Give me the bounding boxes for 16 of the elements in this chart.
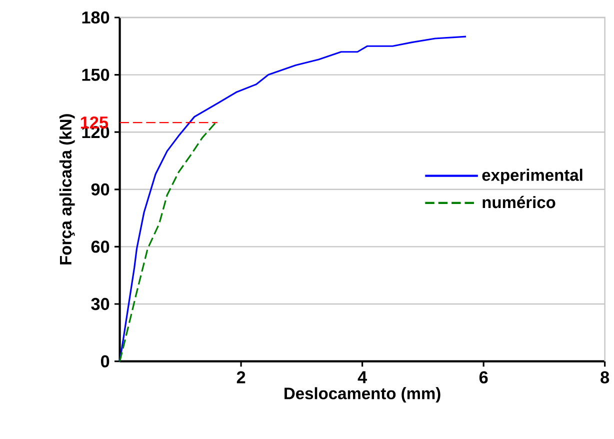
y-tick-label: 180 [82, 12, 110, 24]
y-tick-label: 60 [91, 240, 110, 254]
y-tick-label: 150 [82, 68, 110, 82]
x-tick-label: 6 [479, 371, 488, 384]
x-tick-label: 8 [600, 371, 610, 384]
y-tick-label: 0 [100, 355, 110, 368]
line-series [118, 36, 467, 362]
x-tick-label: 4 [358, 372, 367, 384]
legend-label: numérico [482, 196, 556, 208]
x-axis-title: Deslocamento (mm) [284, 387, 440, 403]
y-tick-label: 30 [91, 298, 110, 310]
y-axis-title: Força aplicada (kN) [59, 114, 75, 265]
y-tick-label: 90 [91, 184, 110, 196]
x-tick-label: 2 [236, 371, 246, 384]
legend-label: experimental [482, 169, 582, 184]
line-series [118, 120, 218, 362]
